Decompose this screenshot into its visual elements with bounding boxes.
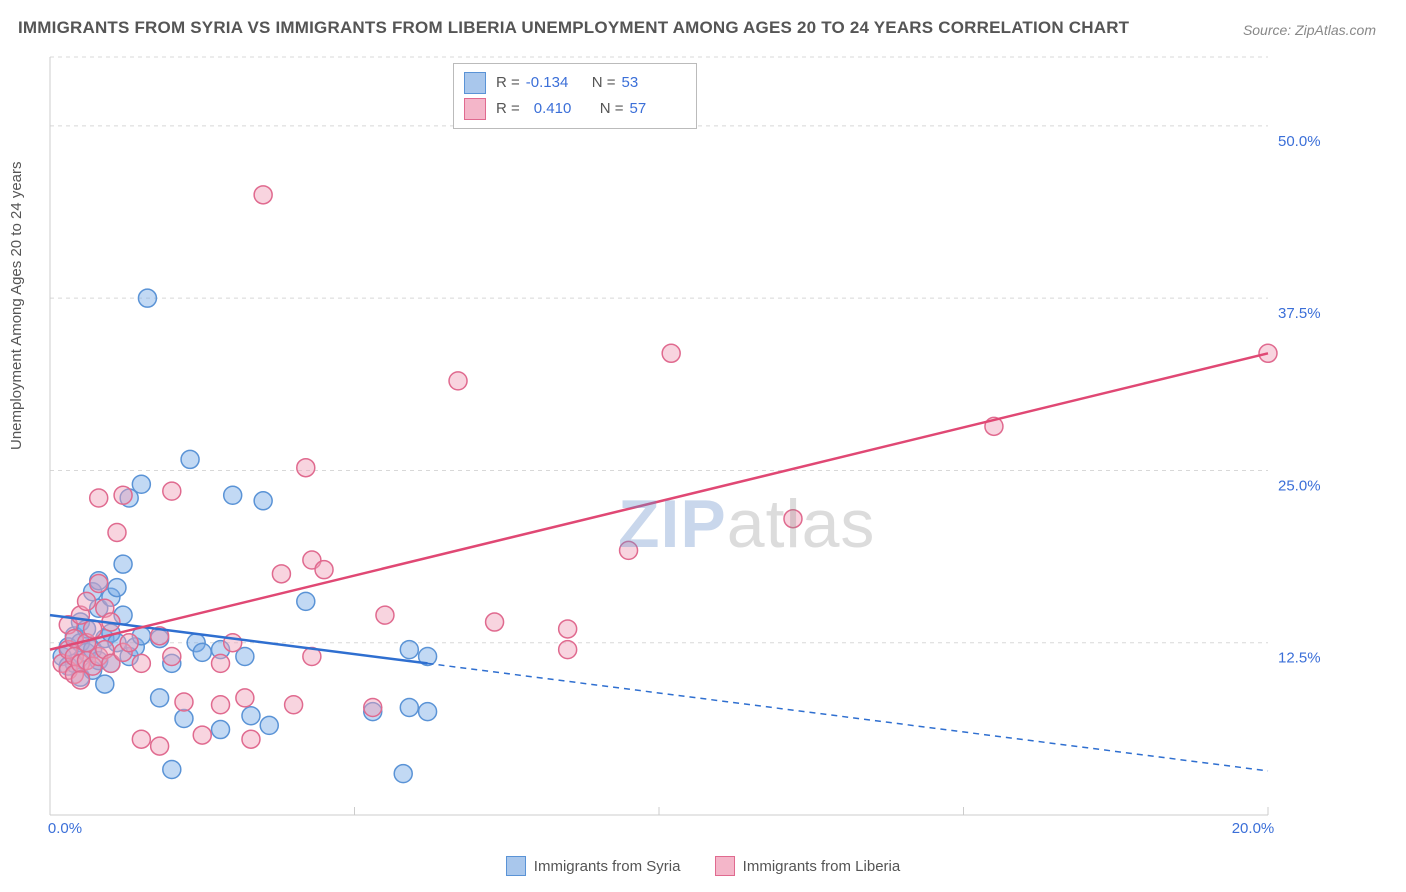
- svg-text:0.0%: 0.0%: [48, 820, 82, 835]
- svg-text:12.5%: 12.5%: [1278, 650, 1321, 667]
- svg-text:50.0%: 50.0%: [1278, 133, 1321, 150]
- swatch-syria: [464, 72, 486, 94]
- svg-text:25.0%: 25.0%: [1278, 477, 1321, 494]
- r-label: R =: [496, 96, 520, 122]
- stats-row-liberia: R = 0.410 N = 57: [464, 96, 686, 122]
- swatch-liberia: [464, 98, 486, 120]
- legend-swatch-liberia: [715, 856, 735, 876]
- chart-plot-area: 12.5% 25.0% 37.5% 50.0% 0.0% 20.0% R = -0.134…: [48, 55, 1338, 835]
- n-value-syria: 53: [622, 70, 672, 96]
- y-axis-label: Unemployment Among Ages 20 to 24 years: [8, 161, 25, 450]
- legend-bottom: Immigrants from Syria Immigrants from Li…: [0, 856, 1406, 880]
- legend-label-liberia: Immigrants from Liberia: [743, 858, 901, 875]
- n-label: N =: [592, 70, 616, 96]
- svg-text:20.0%: 20.0%: [1232, 820, 1275, 835]
- correlation-stats-box: R = -0.134 N = 53 R = 0.410 N = 57: [453, 63, 697, 129]
- scatter-chart-svg: 12.5% 25.0% 37.5% 50.0% 0.0% 20.0%: [48, 55, 1338, 835]
- legend-item-syria: Immigrants from Syria: [506, 856, 681, 876]
- n-label: N =: [600, 96, 624, 122]
- r-label: R =: [496, 70, 520, 96]
- stats-row-syria: R = -0.134 N = 53: [464, 70, 686, 96]
- n-value-liberia: 57: [630, 96, 680, 122]
- chart-title: IMMIGRANTS FROM SYRIA VS IMMIGRANTS FROM…: [18, 18, 1129, 38]
- r-value-syria: -0.134: [526, 70, 576, 96]
- legend-swatch-syria: [506, 856, 526, 876]
- r-value-liberia: 0.410: [534, 96, 584, 122]
- svg-text:37.5%: 37.5%: [1278, 305, 1321, 322]
- legend-label-syria: Immigrants from Syria: [534, 858, 681, 875]
- source-attribution: Source: ZipAtlas.com: [1243, 22, 1376, 38]
- legend-item-liberia: Immigrants from Liberia: [715, 856, 901, 876]
